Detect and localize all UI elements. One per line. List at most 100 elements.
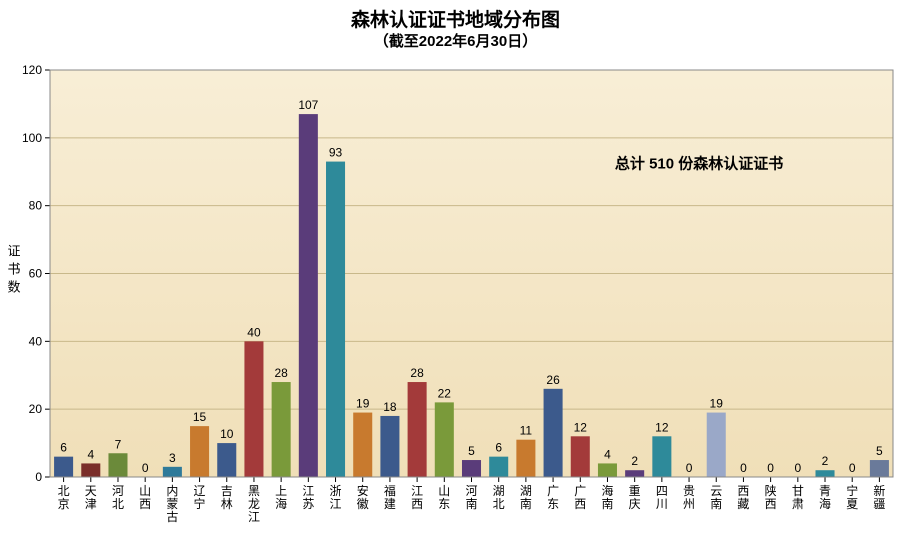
y-tick-label: 40 bbox=[29, 334, 43, 348]
bar-value-label: 18 bbox=[383, 400, 397, 414]
bar-value-label: 28 bbox=[410, 366, 424, 380]
y-tick-label: 100 bbox=[22, 131, 42, 145]
bar-value-label: 5 bbox=[876, 444, 883, 458]
bar bbox=[489, 457, 508, 477]
x-tick-label-char: 肃 bbox=[792, 497, 804, 511]
x-tick-label-char: 西 bbox=[765, 497, 777, 511]
bar bbox=[244, 341, 263, 477]
bar-value-label: 0 bbox=[767, 461, 774, 475]
bar-value-label: 11 bbox=[520, 424, 533, 438]
bar-value-label: 6 bbox=[495, 441, 502, 455]
x-tick-label-char: 安 bbox=[357, 483, 369, 498]
x-tick-label-char: 天 bbox=[85, 484, 97, 498]
bar bbox=[652, 436, 671, 477]
x-tick-label-char: 苏 bbox=[302, 497, 314, 511]
bar-value-label: 5 bbox=[468, 444, 475, 458]
x-tick-label-char: 江 bbox=[330, 497, 342, 511]
x-tick-label-char: 庆 bbox=[629, 497, 641, 511]
bar bbox=[625, 470, 644, 477]
bar-value-label: 0 bbox=[142, 461, 149, 475]
y-axis-title-char: 书 bbox=[7, 262, 20, 277]
x-tick-label-char: 北 bbox=[493, 497, 505, 511]
x-tick-label-char: 内 bbox=[166, 484, 178, 498]
x-tick-label-char: 湖 bbox=[520, 483, 532, 498]
bar bbox=[380, 416, 399, 477]
bar bbox=[571, 436, 590, 477]
bar-value-label: 26 bbox=[546, 373, 560, 387]
bar-value-label: 0 bbox=[686, 461, 693, 475]
bar-value-label: 22 bbox=[438, 386, 452, 400]
x-tick-label-char: 林 bbox=[221, 497, 233, 511]
bar-value-label: 40 bbox=[247, 325, 261, 339]
x-tick-label-char: 徽 bbox=[357, 496, 369, 511]
chart-title: 森林认证证书地域分布图 bbox=[351, 8, 560, 31]
x-tick-label-char: 湖 bbox=[493, 483, 505, 498]
bar bbox=[299, 114, 318, 477]
bar bbox=[217, 443, 236, 477]
bar-value-label: 7 bbox=[115, 437, 122, 451]
bar bbox=[353, 413, 372, 477]
bar bbox=[54, 457, 73, 477]
bar bbox=[462, 460, 481, 477]
x-tick-label-char: 河 bbox=[112, 484, 124, 498]
bar bbox=[435, 402, 454, 477]
x-tick-label-char: 龙 bbox=[248, 497, 260, 511]
total-label: 总计 510 份森林认证证书 bbox=[615, 154, 783, 172]
bar-value-label: 107 bbox=[298, 98, 318, 112]
x-tick-label-char: 陕 bbox=[765, 483, 777, 498]
bar-value-label: 12 bbox=[574, 420, 588, 434]
bar bbox=[707, 413, 726, 477]
bar-value-label: 0 bbox=[740, 461, 747, 475]
bar bbox=[108, 453, 127, 477]
bar-value-label: 2 bbox=[631, 454, 638, 468]
x-tick-label-char: 西 bbox=[574, 497, 586, 511]
x-tick-label-char: 夏 bbox=[846, 497, 858, 511]
x-tick-label-char: 西 bbox=[737, 484, 749, 498]
x-tick-label-char: 海 bbox=[819, 496, 831, 511]
bar bbox=[870, 460, 889, 477]
x-tick-label-char: 南 bbox=[465, 496, 477, 511]
bar bbox=[326, 162, 345, 477]
x-tick-label-char: 江 bbox=[248, 510, 260, 524]
bar-value-label: 93 bbox=[329, 146, 343, 160]
bar bbox=[408, 382, 427, 477]
bar-value-label: 4 bbox=[604, 447, 611, 461]
bar-value-label: 12 bbox=[655, 420, 669, 434]
x-tick-label-char: 广 bbox=[547, 484, 559, 498]
bar bbox=[81, 463, 100, 477]
x-tick-label-char: 藏 bbox=[737, 497, 749, 511]
x-tick-label-char: 津 bbox=[85, 497, 97, 511]
bar bbox=[815, 470, 834, 477]
x-tick-label-char: 北 bbox=[58, 484, 70, 498]
chart-container: 020406080100120证书数6北京4天津7河北0山西3内蒙古15辽宁10… bbox=[0, 0, 911, 537]
bar-value-label: 19 bbox=[710, 397, 724, 411]
bar bbox=[163, 467, 182, 477]
x-tick-label-char: 南 bbox=[601, 496, 613, 511]
bar bbox=[516, 440, 535, 477]
x-tick-label-char: 川 bbox=[656, 497, 668, 511]
bar-value-label: 2 bbox=[822, 454, 829, 468]
x-tick-label-char: 海 bbox=[601, 483, 613, 498]
bar-value-label: 4 bbox=[87, 447, 94, 461]
x-tick-label-char: 四 bbox=[656, 484, 668, 498]
bar-value-label: 3 bbox=[169, 451, 176, 465]
bar-value-label: 6 bbox=[60, 441, 67, 455]
y-tick-label: 120 bbox=[22, 63, 42, 77]
x-tick-label-char: 云 bbox=[710, 484, 722, 498]
bar bbox=[544, 389, 563, 477]
bar bbox=[272, 382, 291, 477]
x-tick-label-char: 上 bbox=[275, 484, 287, 498]
y-tick-label: 0 bbox=[35, 470, 42, 484]
x-tick-label-char: 河 bbox=[465, 484, 477, 498]
bar-value-label: 0 bbox=[849, 461, 856, 475]
bar-value-label: 19 bbox=[356, 397, 370, 411]
x-tick-label-char: 甘 bbox=[792, 484, 804, 498]
x-tick-label-char: 宁 bbox=[194, 496, 206, 511]
x-tick-label-char: 黑 bbox=[248, 484, 260, 498]
x-tick-label-char: 福 bbox=[384, 483, 396, 498]
x-tick-label-char: 海 bbox=[275, 496, 287, 511]
y-axis-title-char: 证 bbox=[7, 244, 20, 259]
y-tick-label: 60 bbox=[29, 267, 43, 281]
bar-value-label: 10 bbox=[220, 427, 234, 441]
x-tick-label-char: 西 bbox=[411, 497, 423, 511]
